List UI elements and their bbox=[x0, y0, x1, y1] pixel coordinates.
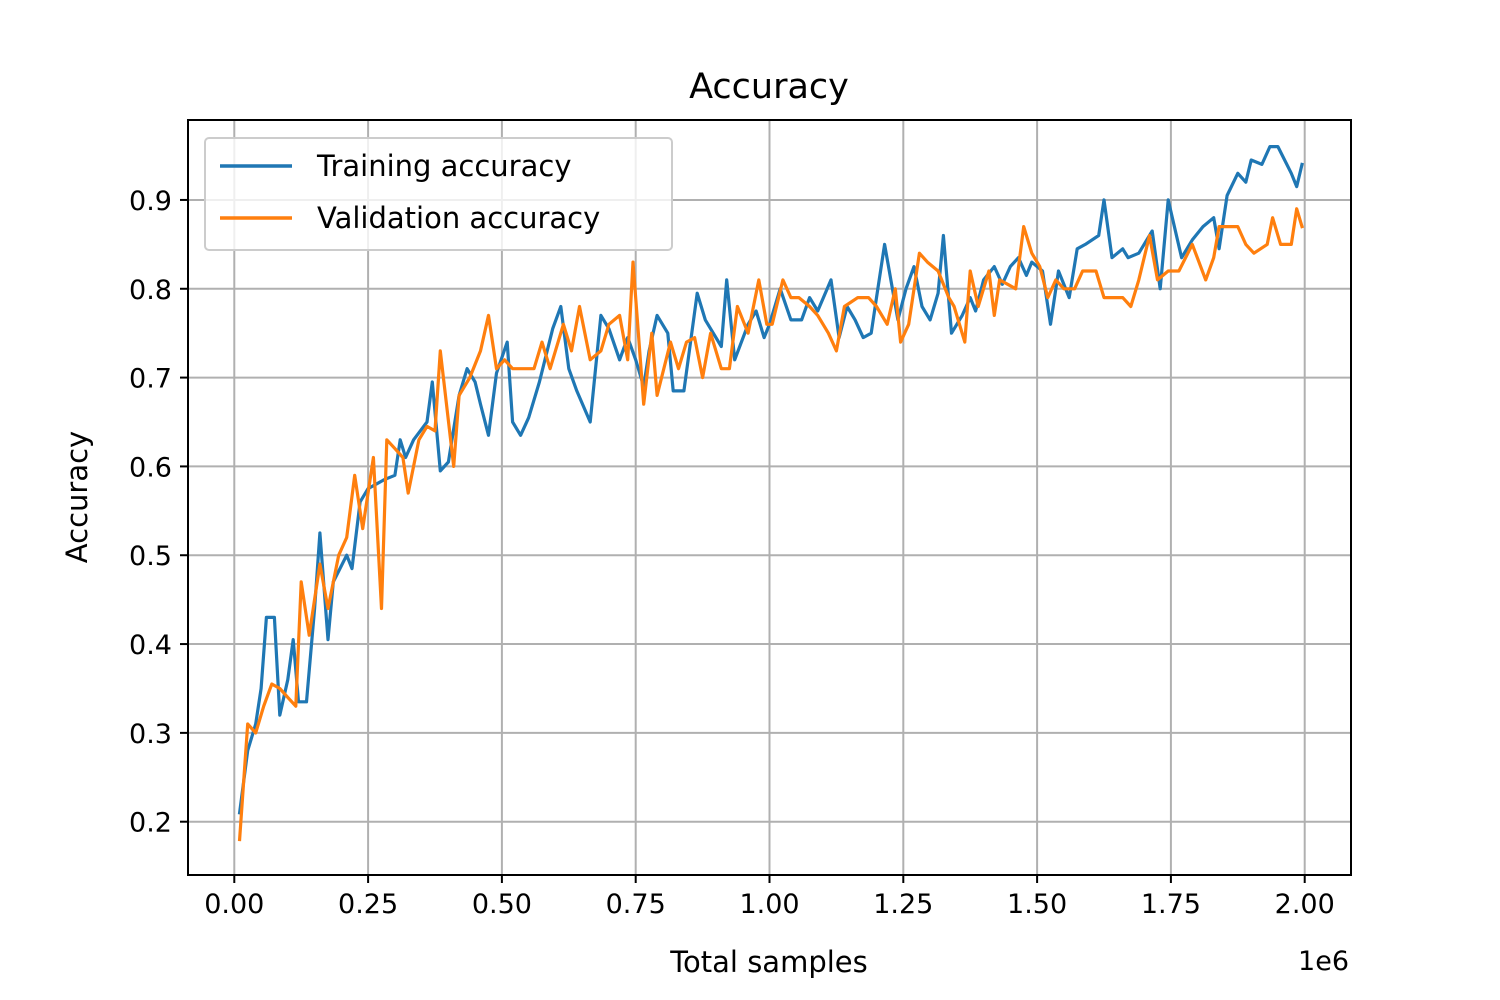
series-line-validation bbox=[237, 207, 1304, 842]
y-axis-title: Accuracy bbox=[60, 431, 94, 563]
grid bbox=[188, 120, 1351, 875]
chart-title: Accuracy bbox=[689, 67, 849, 107]
x-tick-label: 0.50 bbox=[472, 889, 532, 920]
legend-label-training: Training accuracy bbox=[316, 149, 572, 183]
legend: Training accuracy Validation accuracy bbox=[204, 137, 673, 251]
x-tick-label: 1.00 bbox=[739, 889, 799, 920]
x-tick-label: 0.75 bbox=[606, 889, 666, 920]
y-axis-ticks: 0.2 0.3 0.4 0.5 0.6 0.7 0.8 0.9 bbox=[129, 186, 188, 839]
legend-label-validation: Validation accuracy bbox=[317, 201, 600, 235]
y-tick-label: 0.5 bbox=[129, 541, 172, 572]
x-tick-label: 2.00 bbox=[1275, 889, 1335, 920]
x-axis-offset-label: 1e6 bbox=[1298, 946, 1349, 977]
y-tick-label: 0.8 bbox=[129, 275, 172, 306]
x-tick-label: 0.00 bbox=[204, 889, 264, 920]
x-axis-ticks: 0.00 0.25 0.50 0.75 1.00 1.25 1.50 1.75 2.00 bbox=[204, 875, 1335, 920]
x-tick-label: 1.50 bbox=[1007, 889, 1067, 920]
x-tick-label: 0.25 bbox=[338, 889, 398, 920]
y-tick-label: 0.4 bbox=[129, 630, 172, 661]
y-tick-label: 0.3 bbox=[129, 719, 172, 750]
y-tick-label: 0.2 bbox=[129, 808, 172, 839]
series-lines bbox=[237, 145, 1304, 842]
x-tick-label: 1.75 bbox=[1141, 889, 1201, 920]
y-tick-label: 0.9 bbox=[129, 186, 172, 217]
y-tick-label: 0.6 bbox=[129, 452, 172, 483]
y-tick-label: 0.7 bbox=[129, 364, 172, 395]
legend-box bbox=[204, 137, 673, 251]
x-tick-label: 1.25 bbox=[873, 889, 933, 920]
series-line-training bbox=[237, 145, 1304, 815]
x-axis-title: Total samples bbox=[669, 945, 868, 979]
